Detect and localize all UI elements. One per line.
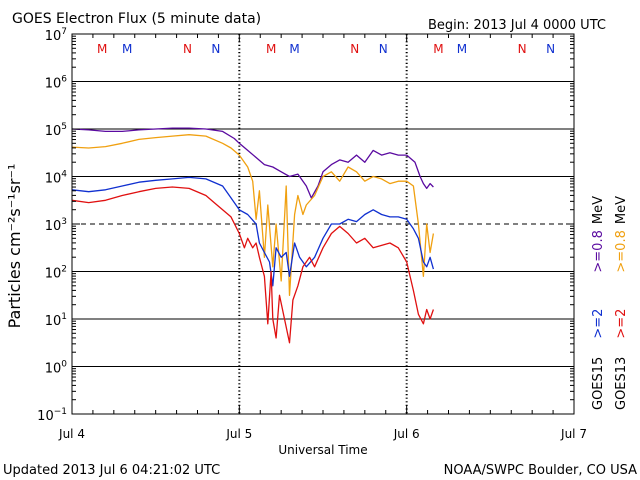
marker-label-n: N [546, 42, 555, 56]
x-tick-label: Jul 5 [225, 427, 252, 441]
series-layer [71, 127, 435, 344]
x-tick-label: Jul 4 [58, 427, 85, 441]
y-tick-label: 103 [45, 217, 67, 234]
x-tick-label: Jul 6 [393, 427, 420, 441]
y-tick-label: 100 [45, 360, 68, 377]
y-tick-label: 101 [45, 312, 67, 329]
marker-label-n: N [211, 42, 220, 56]
y-tick-label: 104 [45, 170, 68, 187]
series-line-2 [71, 134, 435, 296]
chart-title: GOES Electron Flux (5 minute data) [12, 11, 261, 27]
legend-goes15: GOES15>=2>=0.8MeV [591, 196, 606, 410]
legend: GOES15>=2>=0.8MeV GOES13>=2>=0.8MeV [591, 196, 629, 410]
grid-layer [72, 34, 574, 414]
marker-label-n: N [379, 42, 388, 56]
marker-label-m: M [457, 42, 467, 56]
marker-label-n: N [183, 42, 192, 56]
marker-label-n: N [518, 42, 527, 56]
marker-label-m: M [289, 42, 299, 56]
marker-label-n: N [350, 42, 359, 56]
marker-label-m: M [433, 42, 443, 56]
y-tick-label: 106 [45, 75, 68, 92]
marker-label-m: M [266, 42, 276, 56]
series-line-1 [71, 127, 434, 199]
x-tick-label: Jul 7 [560, 427, 587, 441]
series-line-4 [71, 186, 435, 344]
y-tick-label: 10−1 [37, 407, 67, 424]
y-tick-label: 102 [45, 265, 67, 282]
legend-goes13: GOES13>=2>=0.8MeV [614, 196, 629, 410]
marker-label-m: M [97, 42, 107, 56]
marker-label-m: M [122, 42, 132, 56]
x-axis-label: Universal Time [278, 443, 367, 457]
axis-ticks-layer: 107 106 105 104 103 102 101 100 10−1 Jul 4 Jul 5 Ju… [37, 27, 587, 441]
begin-time-label: Begin: 2013 Jul 4 0000 UTC [428, 18, 606, 33]
y-tick-label: 105 [45, 122, 67, 139]
footer-credit: NOAA/SWPC Boulder, CO USA [444, 463, 637, 478]
y-axis-label: Particles cm⁻²s⁻¹sr⁻¹ [5, 164, 24, 329]
y-tick-label: 107 [45, 27, 67, 44]
series-line-3 [71, 176, 435, 287]
footer-updated: Updated 2013 Jul 6 04:21:02 UTC [3, 463, 220, 478]
